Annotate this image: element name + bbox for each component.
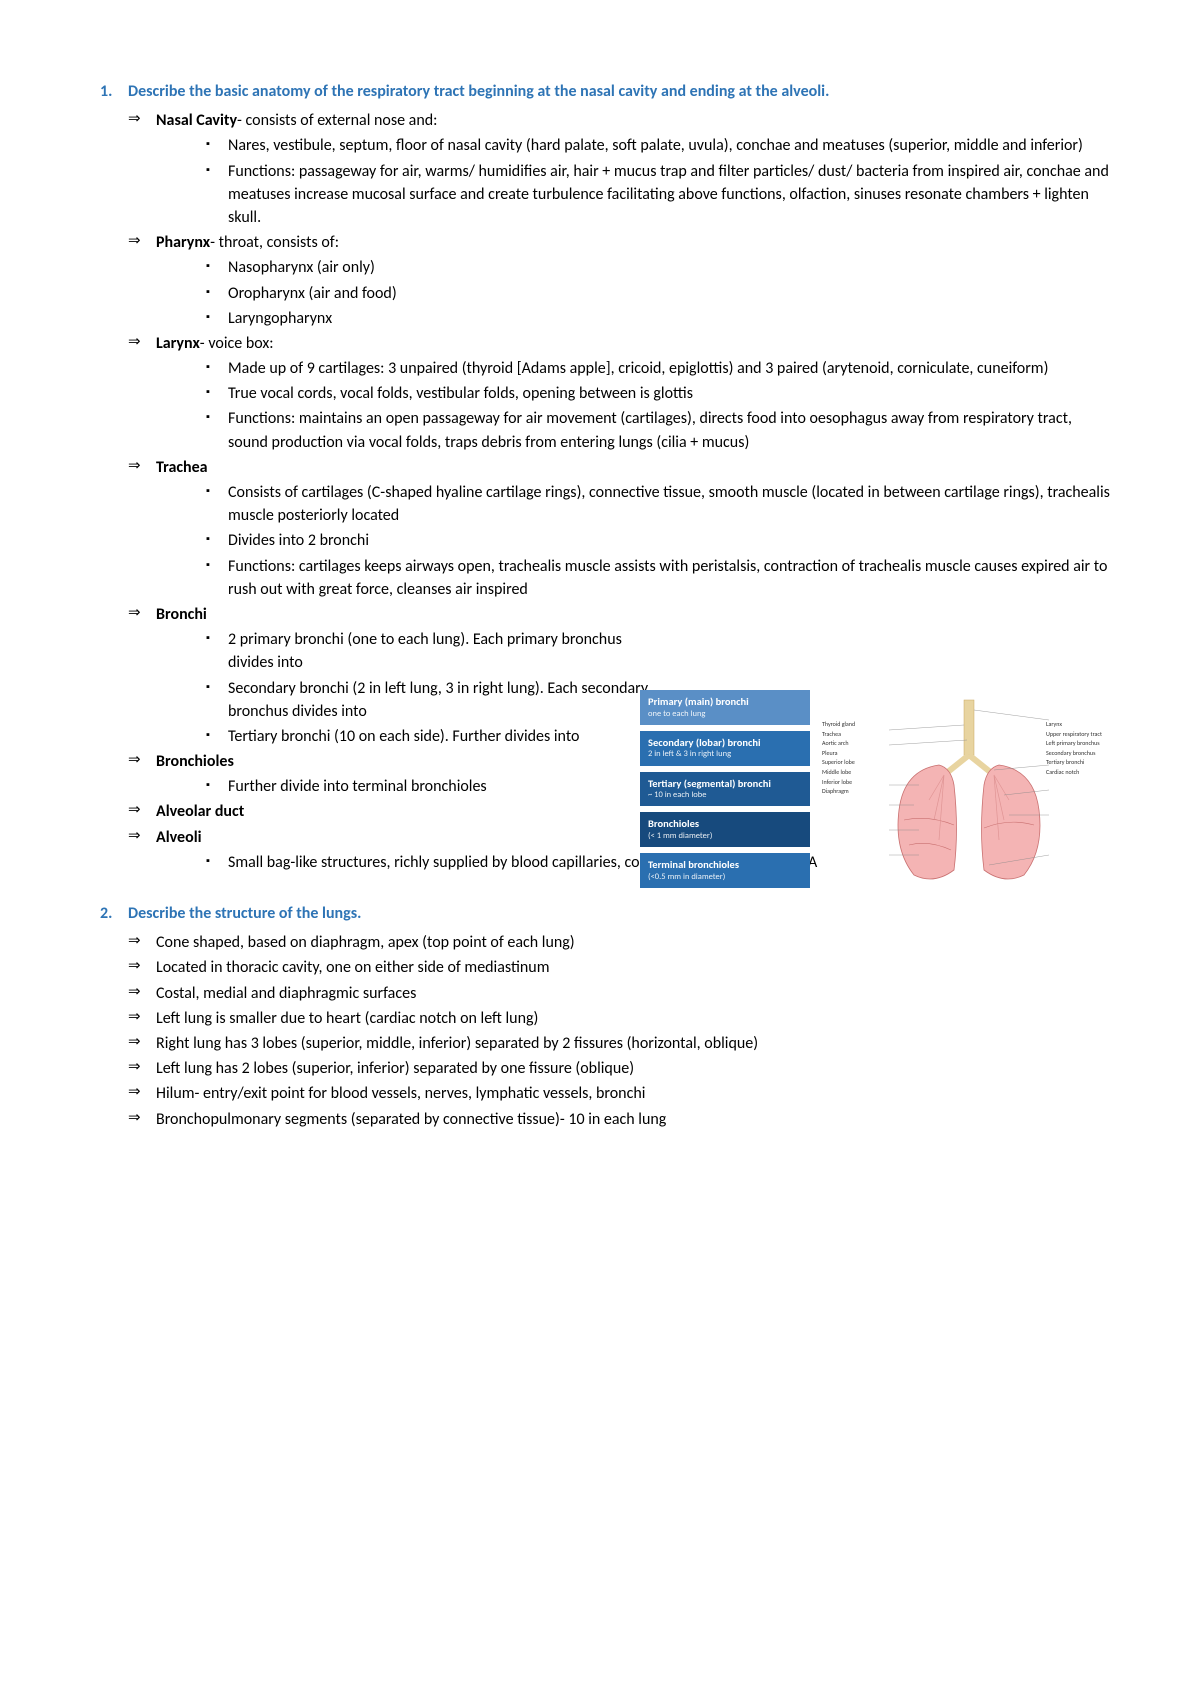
- sub-item: Secondary bronchi (2 in left lung, 3 in …: [206, 677, 656, 723]
- flow-title: Terminal bronchioles: [648, 859, 802, 872]
- sub-item: Nasopharynx (air only): [206, 256, 1110, 279]
- label: Diaphragm: [822, 787, 892, 797]
- label: Middle lobe: [822, 768, 892, 778]
- item-lead: Bronchi: [156, 605, 207, 624]
- flow-sub: (<0.5 mm in diameter): [648, 872, 802, 882]
- flow-chart: Primary (main) bronchi one to each lung …: [640, 690, 810, 900]
- sub-item: Tertiary bronchi (10 on each side). Furt…: [206, 725, 656, 748]
- item-trachea: Trachea Consists of cartilages (C-shaped…: [128, 456, 1110, 601]
- question-2: 2. Describe the structure of the lungs. …: [100, 902, 1110, 1131]
- flow-bronchioles: Bronchioles (< 1 mm diameter): [640, 812, 810, 847]
- list-item: Hilum- entry/exit point for blood vessel…: [128, 1082, 1110, 1105]
- sub-list: Consists of cartilages (C-shaped hyaline…: [156, 481, 1110, 601]
- item-lead: Larynx: [156, 334, 200, 353]
- item-text: Cone shaped, based on diaphragm, apex (t…: [156, 933, 575, 952]
- label: Secondary bronchus: [1046, 749, 1116, 759]
- label: Thyroid gland: [822, 720, 892, 730]
- sub-item: Consists of cartilages (C-shaped hyaline…: [206, 481, 1110, 527]
- sub-item: Made up of 9 cartilages: 3 unpaired (thy…: [206, 357, 1110, 380]
- item-rest: - consists of external nose and:: [237, 111, 437, 130]
- question-number: 2.: [100, 902, 128, 925]
- sub-list: Made up of 9 cartilages: 3 unpaired (thy…: [156, 357, 1110, 454]
- flow-primary: Primary (main) bronchi one to each lung: [640, 690, 810, 725]
- sub-list: Nasopharynx (air only) Oropharynx (air a…: [156, 256, 1110, 330]
- sub-item: 2 primary bronchi (one to each lung). Ea…: [206, 628, 656, 674]
- label: Superior lobe: [822, 758, 892, 768]
- lung-anatomy-figure: Thyroid gland Trachea Aortic arch Pleura…: [818, 690, 1120, 900]
- flow-title: Bronchioles: [648, 818, 802, 831]
- item-text: Right lung has 3 lobes (superior, middle…: [156, 1034, 758, 1053]
- flow-sub: 2 in left & 3 in right lung: [648, 749, 802, 759]
- list-item: Cone shaped, based on diaphragm, apex (t…: [128, 931, 1110, 954]
- item-text: Costal, medial and diaphragmic surfaces: [156, 984, 416, 1003]
- flow-secondary: Secondary (lobar) bronchi 2 in left & 3 …: [640, 731, 810, 766]
- question-title: Describe the structure of the lungs.: [128, 902, 1110, 925]
- label: Pleura: [822, 749, 892, 759]
- label: Trachea: [822, 730, 892, 740]
- item-lead: Bronchioles: [156, 752, 234, 771]
- list-item: Left lung is smaller due to heart (cardi…: [128, 1007, 1110, 1030]
- sub-item: Functions: cartilages keeps airways open…: [206, 555, 1110, 601]
- label: Tertiary bronchi: [1046, 758, 1116, 768]
- bronchi-diagram: Primary (main) bronchi one to each lung …: [640, 690, 1120, 900]
- list-item: Left lung has 2 lobes (superior, inferio…: [128, 1057, 1110, 1080]
- list-item: Located in thoracic cavity, one on eithe…: [128, 956, 1110, 979]
- list-item: Costal, medial and diaphragmic surfaces: [128, 982, 1110, 1005]
- item-text: Left lung has 2 lobes (superior, inferio…: [156, 1059, 634, 1078]
- item-text: Located in thoracic cavity, one on eithe…: [156, 958, 549, 977]
- item-lead: Pharynx: [156, 233, 210, 252]
- sub-item: Laryngopharynx: [206, 307, 1110, 330]
- flow-sub: (< 1 mm diameter): [648, 831, 802, 841]
- sub-list: Nares, vestibule, septum, floor of nasal…: [156, 134, 1110, 229]
- label: Upper respiratory tract: [1046, 730, 1116, 740]
- item-lead: Alveoli: [156, 828, 202, 847]
- lung-labels-right: Larynx Upper respiratory tract Left prim…: [1046, 720, 1116, 778]
- label: Aortic arch: [822, 739, 892, 749]
- item-lead: Alveolar duct: [156, 802, 244, 821]
- question-number: 1.: [100, 80, 128, 103]
- item-nasal-cavity: Nasal Cavity- consists of external nose …: [128, 109, 1110, 229]
- item-text: Hilum- entry/exit point for blood vessel…: [156, 1084, 645, 1103]
- sub-list: 2 primary bronchi (one to each lung). Ea…: [156, 628, 656, 748]
- question-heading: 2. Describe the structure of the lungs.: [100, 902, 1110, 925]
- flow-title: Tertiary (segmental) bronchi: [648, 778, 802, 791]
- label: Larynx: [1046, 720, 1116, 730]
- sub-item: Functions: maintains an open passageway …: [206, 407, 1110, 453]
- flow-tertiary: Tertiary (segmental) bronchi ~ 10 in eac…: [640, 772, 810, 807]
- document-body: 1. Describe the basic anatomy of the res…: [100, 80, 1110, 1131]
- item-text: Left lung is smaller due to heart (cardi…: [156, 1009, 538, 1028]
- label: Left primary bronchus: [1046, 739, 1116, 749]
- item-lead: Trachea: [156, 458, 208, 477]
- item-rest: - throat, consists of:: [210, 233, 339, 252]
- list-item: Bronchopulmonary segments (separated by …: [128, 1108, 1110, 1131]
- item-text: Bronchopulmonary segments (separated by …: [156, 1110, 666, 1129]
- lung-labels-left: Thyroid gland Trachea Aortic arch Pleura…: [822, 720, 892, 797]
- flow-terminal: Terminal bronchioles (<0.5 mm in diamete…: [640, 853, 810, 888]
- item-larynx: Larynx- voice box: Made up of 9 cartilag…: [128, 332, 1110, 454]
- flow-sub: one to each lung: [648, 709, 802, 719]
- q2-list: Cone shaped, based on diaphragm, apex (t…: [100, 931, 1110, 1131]
- item-rest: - voice box:: [200, 334, 274, 353]
- sub-item: True vocal cords, vocal folds, vestibula…: [206, 382, 1110, 405]
- sub-item: Oropharynx (air and food): [206, 282, 1110, 305]
- question-title: Describe the basic anatomy of the respir…: [128, 80, 1110, 103]
- flow-sub: ~ 10 in each lobe: [648, 790, 802, 800]
- item-pharynx: Pharynx- throat, consists of: Nasopharyn…: [128, 231, 1110, 330]
- item-lead: Nasal Cavity: [156, 111, 237, 130]
- label: Inferior lobe: [822, 778, 892, 788]
- label: Cardiac notch: [1046, 768, 1116, 778]
- flow-title: Primary (main) bronchi: [648, 696, 802, 709]
- list-item: Right lung has 3 lobes (superior, middle…: [128, 1032, 1110, 1055]
- question-heading: 1. Describe the basic anatomy of the res…: [100, 80, 1110, 103]
- flow-title: Secondary (lobar) bronchi: [648, 737, 802, 750]
- sub-item: Divides into 2 bronchi: [206, 529, 1110, 552]
- sub-item: Functions: passageway for air, warms/ hu…: [206, 160, 1110, 230]
- sub-item: Nares, vestibule, septum, floor of nasal…: [206, 134, 1110, 157]
